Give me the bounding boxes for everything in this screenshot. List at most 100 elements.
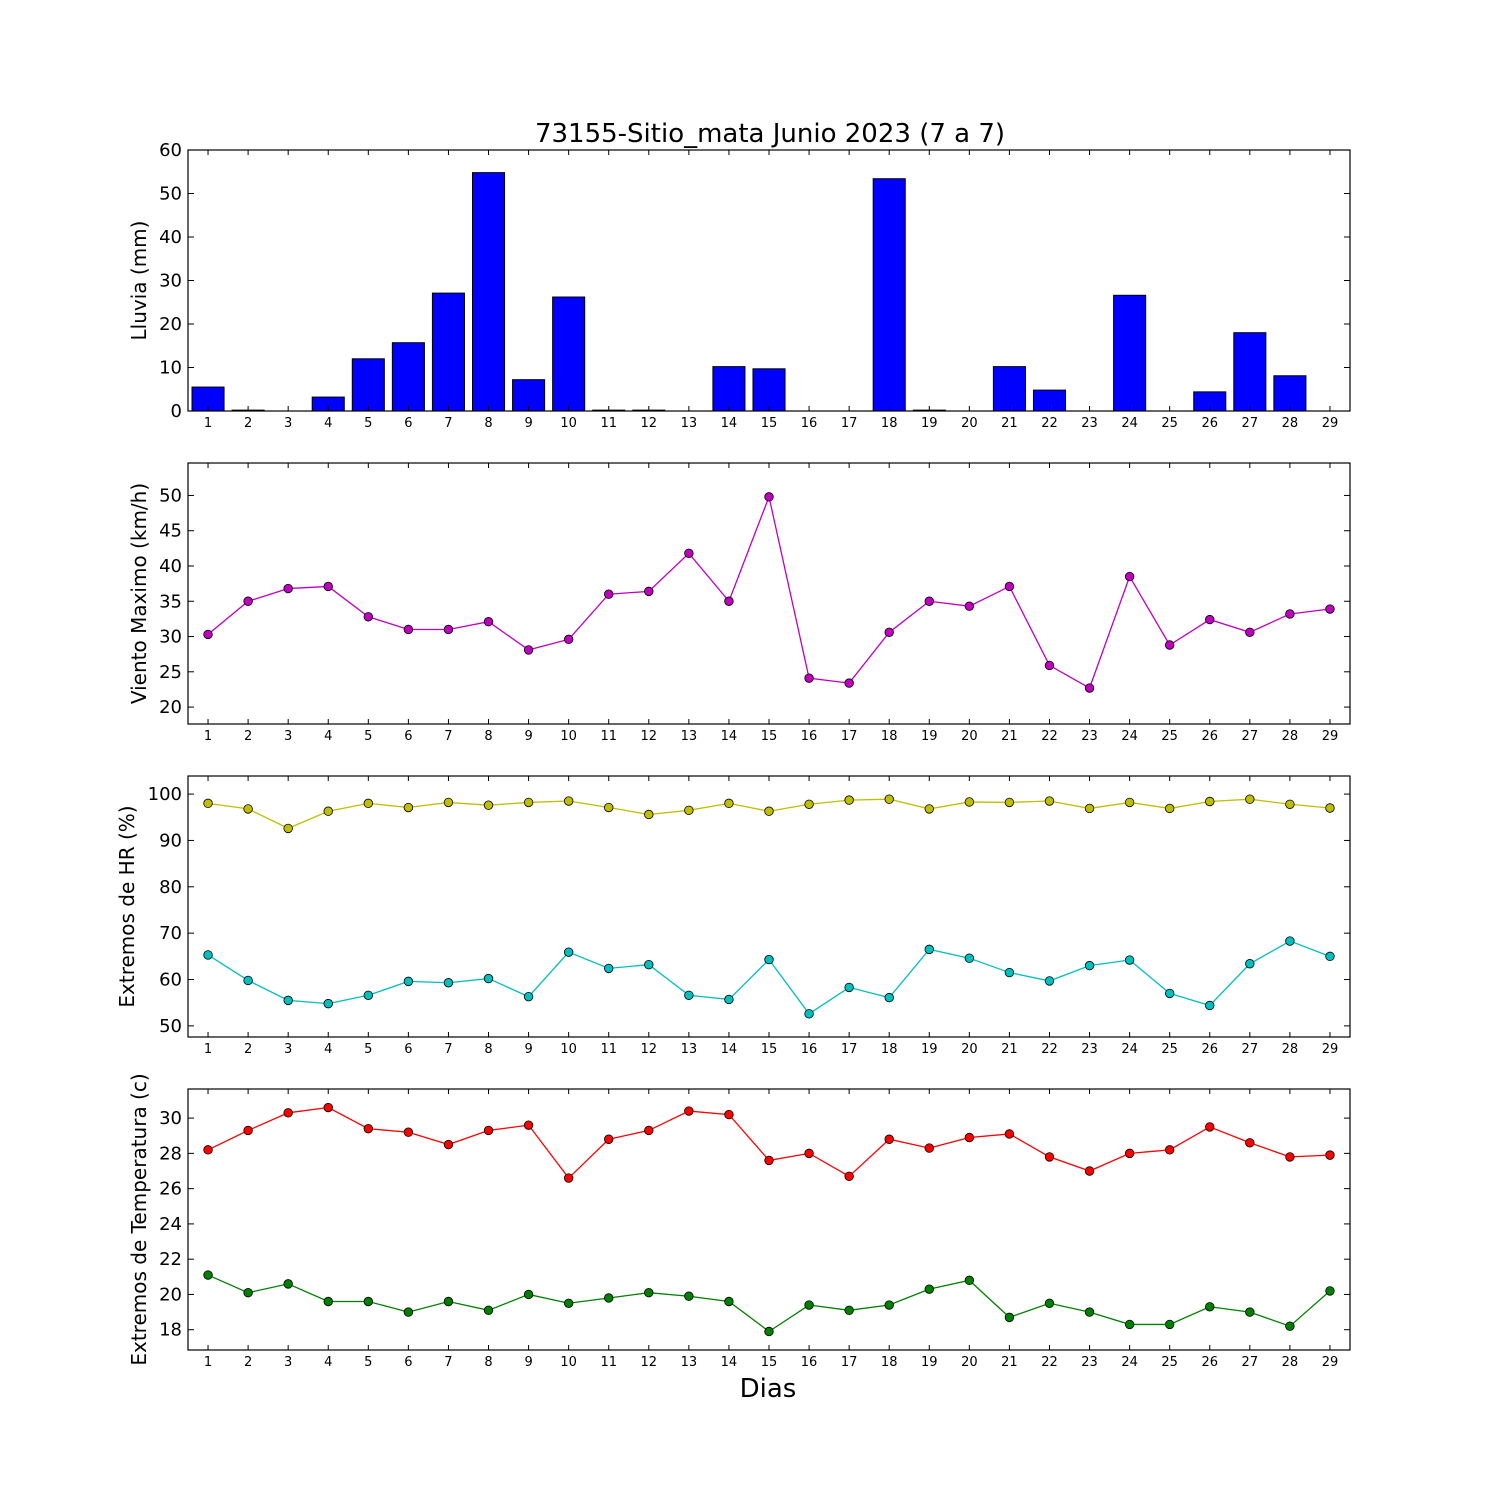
point-s1-day-25: [1164, 1145, 1175, 1155]
point-s2-day-29: [1325, 951, 1335, 962]
point-s1-day-27: [1245, 627, 1255, 638]
point-s1-day-7: [443, 624, 454, 635]
y-tick-label: 30: [159, 271, 182, 292]
point-s2-day-8: [483, 973, 494, 984]
x-tick-label: 10: [560, 1355, 577, 1370]
point-s2-day-23: [1084, 1307, 1095, 1317]
y-tick-label: 90: [159, 830, 182, 851]
x-tick-label: 24: [1121, 1355, 1138, 1370]
x-tick-label: 12: [641, 416, 658, 431]
x-tick-label: 17: [841, 1042, 858, 1057]
point-s2-day-10: [563, 1298, 574, 1308]
point-s2-day-29: [1325, 1286, 1335, 1296]
x-tick-label: 24: [1121, 729, 1138, 744]
x-tick-label: 9: [524, 729, 532, 744]
point-s2-day-28: [1285, 1321, 1295, 1331]
point-s2-day-13: [684, 1291, 694, 1301]
point-s2-day-22: [1044, 976, 1055, 986]
x-tick-label: 24: [1121, 416, 1138, 431]
x-axis-label: Dias: [740, 1374, 797, 1404]
x-tick-label: 21: [1001, 1042, 1018, 1057]
x-tick-label: 4: [324, 1355, 332, 1370]
point-s1-day-10: [563, 796, 574, 806]
x-tick-label: 1: [204, 1042, 212, 1057]
point-s1-day-13: [684, 548, 694, 558]
x-tick-label: 21: [1001, 729, 1018, 744]
x-tick-label: 5: [364, 1042, 372, 1057]
bar-day-7: [431, 292, 465, 412]
point-s1-day-14: [724, 1109, 734, 1120]
point-s2-day-24: [1124, 1319, 1135, 1330]
point-s2-day-27: [1245, 1307, 1255, 1317]
y-axis-label: Lluvia (mm): [127, 221, 151, 341]
point-s1-day-24: [1124, 1148, 1135, 1159]
x-tick-label: 1: [204, 1355, 212, 1370]
point-s1-day-2: [243, 596, 253, 606]
x-tick-label: 22: [1041, 729, 1058, 744]
y-tick-label: 40: [159, 227, 182, 248]
point-s1-day-16: [804, 1148, 814, 1159]
point-s1-day-19: [924, 804, 934, 814]
x-tick-label: 13: [681, 729, 698, 744]
y-tick-label: 50: [159, 485, 182, 506]
point-s2-day-12: [644, 1287, 654, 1298]
x-tick-label: 3: [284, 1042, 292, 1057]
point-s2-day-24: [1124, 955, 1135, 965]
x-tick-label: 7: [444, 1355, 452, 1370]
y-tick-label: 80: [159, 877, 182, 898]
x-tick-label: 6: [404, 729, 412, 744]
point-s1-day-29: [1325, 1150, 1335, 1160]
x-tick-label: 20: [961, 729, 978, 744]
point-s1-day-29: [1325, 803, 1335, 813]
point-s2-day-18: [884, 992, 894, 1003]
point-s1-day-10: [563, 634, 574, 645]
point-s1-day-11: [604, 1134, 614, 1144]
x-tick-label: 18: [881, 416, 898, 431]
point-s1-day-21: [1004, 581, 1015, 592]
point-s1-day-2: [243, 1125, 253, 1136]
point-s1-day-14: [724, 798, 734, 809]
x-tick-label: 25: [1161, 729, 1178, 744]
x-tick-label: 20: [961, 416, 978, 431]
x-tick-label: 6: [404, 1355, 412, 1370]
point-s1-day-19: [924, 596, 934, 606]
x-tick-label: 17: [841, 1355, 858, 1370]
point-s1-day-18: [884, 1134, 894, 1144]
x-tick-label: 25: [1161, 1355, 1178, 1370]
point-s1-day-20: [964, 601, 975, 611]
point-s2-day-17: [844, 1305, 854, 1316]
point-s1-day-27: [1245, 794, 1255, 804]
x-tick-label: 11: [600, 729, 617, 744]
x-tick-label: 18: [881, 1355, 898, 1370]
point-s2-day-5: [363, 1296, 374, 1307]
x-tick-label: 12: [641, 1355, 658, 1370]
y-tick-label: 45: [159, 521, 182, 542]
point-s1-day-26: [1205, 614, 1215, 625]
y-tick-label: 70: [159, 923, 182, 944]
x-tick-label: 8: [484, 416, 492, 431]
point-s1-day-22: [1044, 1152, 1055, 1162]
bar-day-14: [712, 366, 746, 412]
point-s2-day-23: [1084, 960, 1095, 971]
y-tick-label: 28: [159, 1143, 182, 1164]
point-s1-day-15: [764, 1155, 774, 1166]
point-s2-day-19: [924, 944, 934, 955]
x-tick-label: 4: [324, 729, 332, 744]
point-s1-day-3: [283, 1108, 293, 1118]
x-tick-label: 27: [1242, 416, 1259, 431]
point-s1-day-26: [1205, 1122, 1215, 1132]
x-tick-label: 16: [801, 1042, 818, 1057]
point-s1-day-22: [1044, 660, 1055, 671]
point-s1-day-7: [443, 1139, 454, 1150]
x-tick-label: 24: [1121, 1042, 1138, 1057]
x-tick-label: 5: [364, 416, 372, 431]
x-tick-label: 4: [324, 1042, 332, 1057]
x-tick-label: 22: [1041, 1355, 1058, 1370]
x-tick-label: 27: [1242, 729, 1259, 744]
x-tick-label: 23: [1081, 729, 1098, 744]
y-tick-label: 10: [159, 358, 182, 379]
